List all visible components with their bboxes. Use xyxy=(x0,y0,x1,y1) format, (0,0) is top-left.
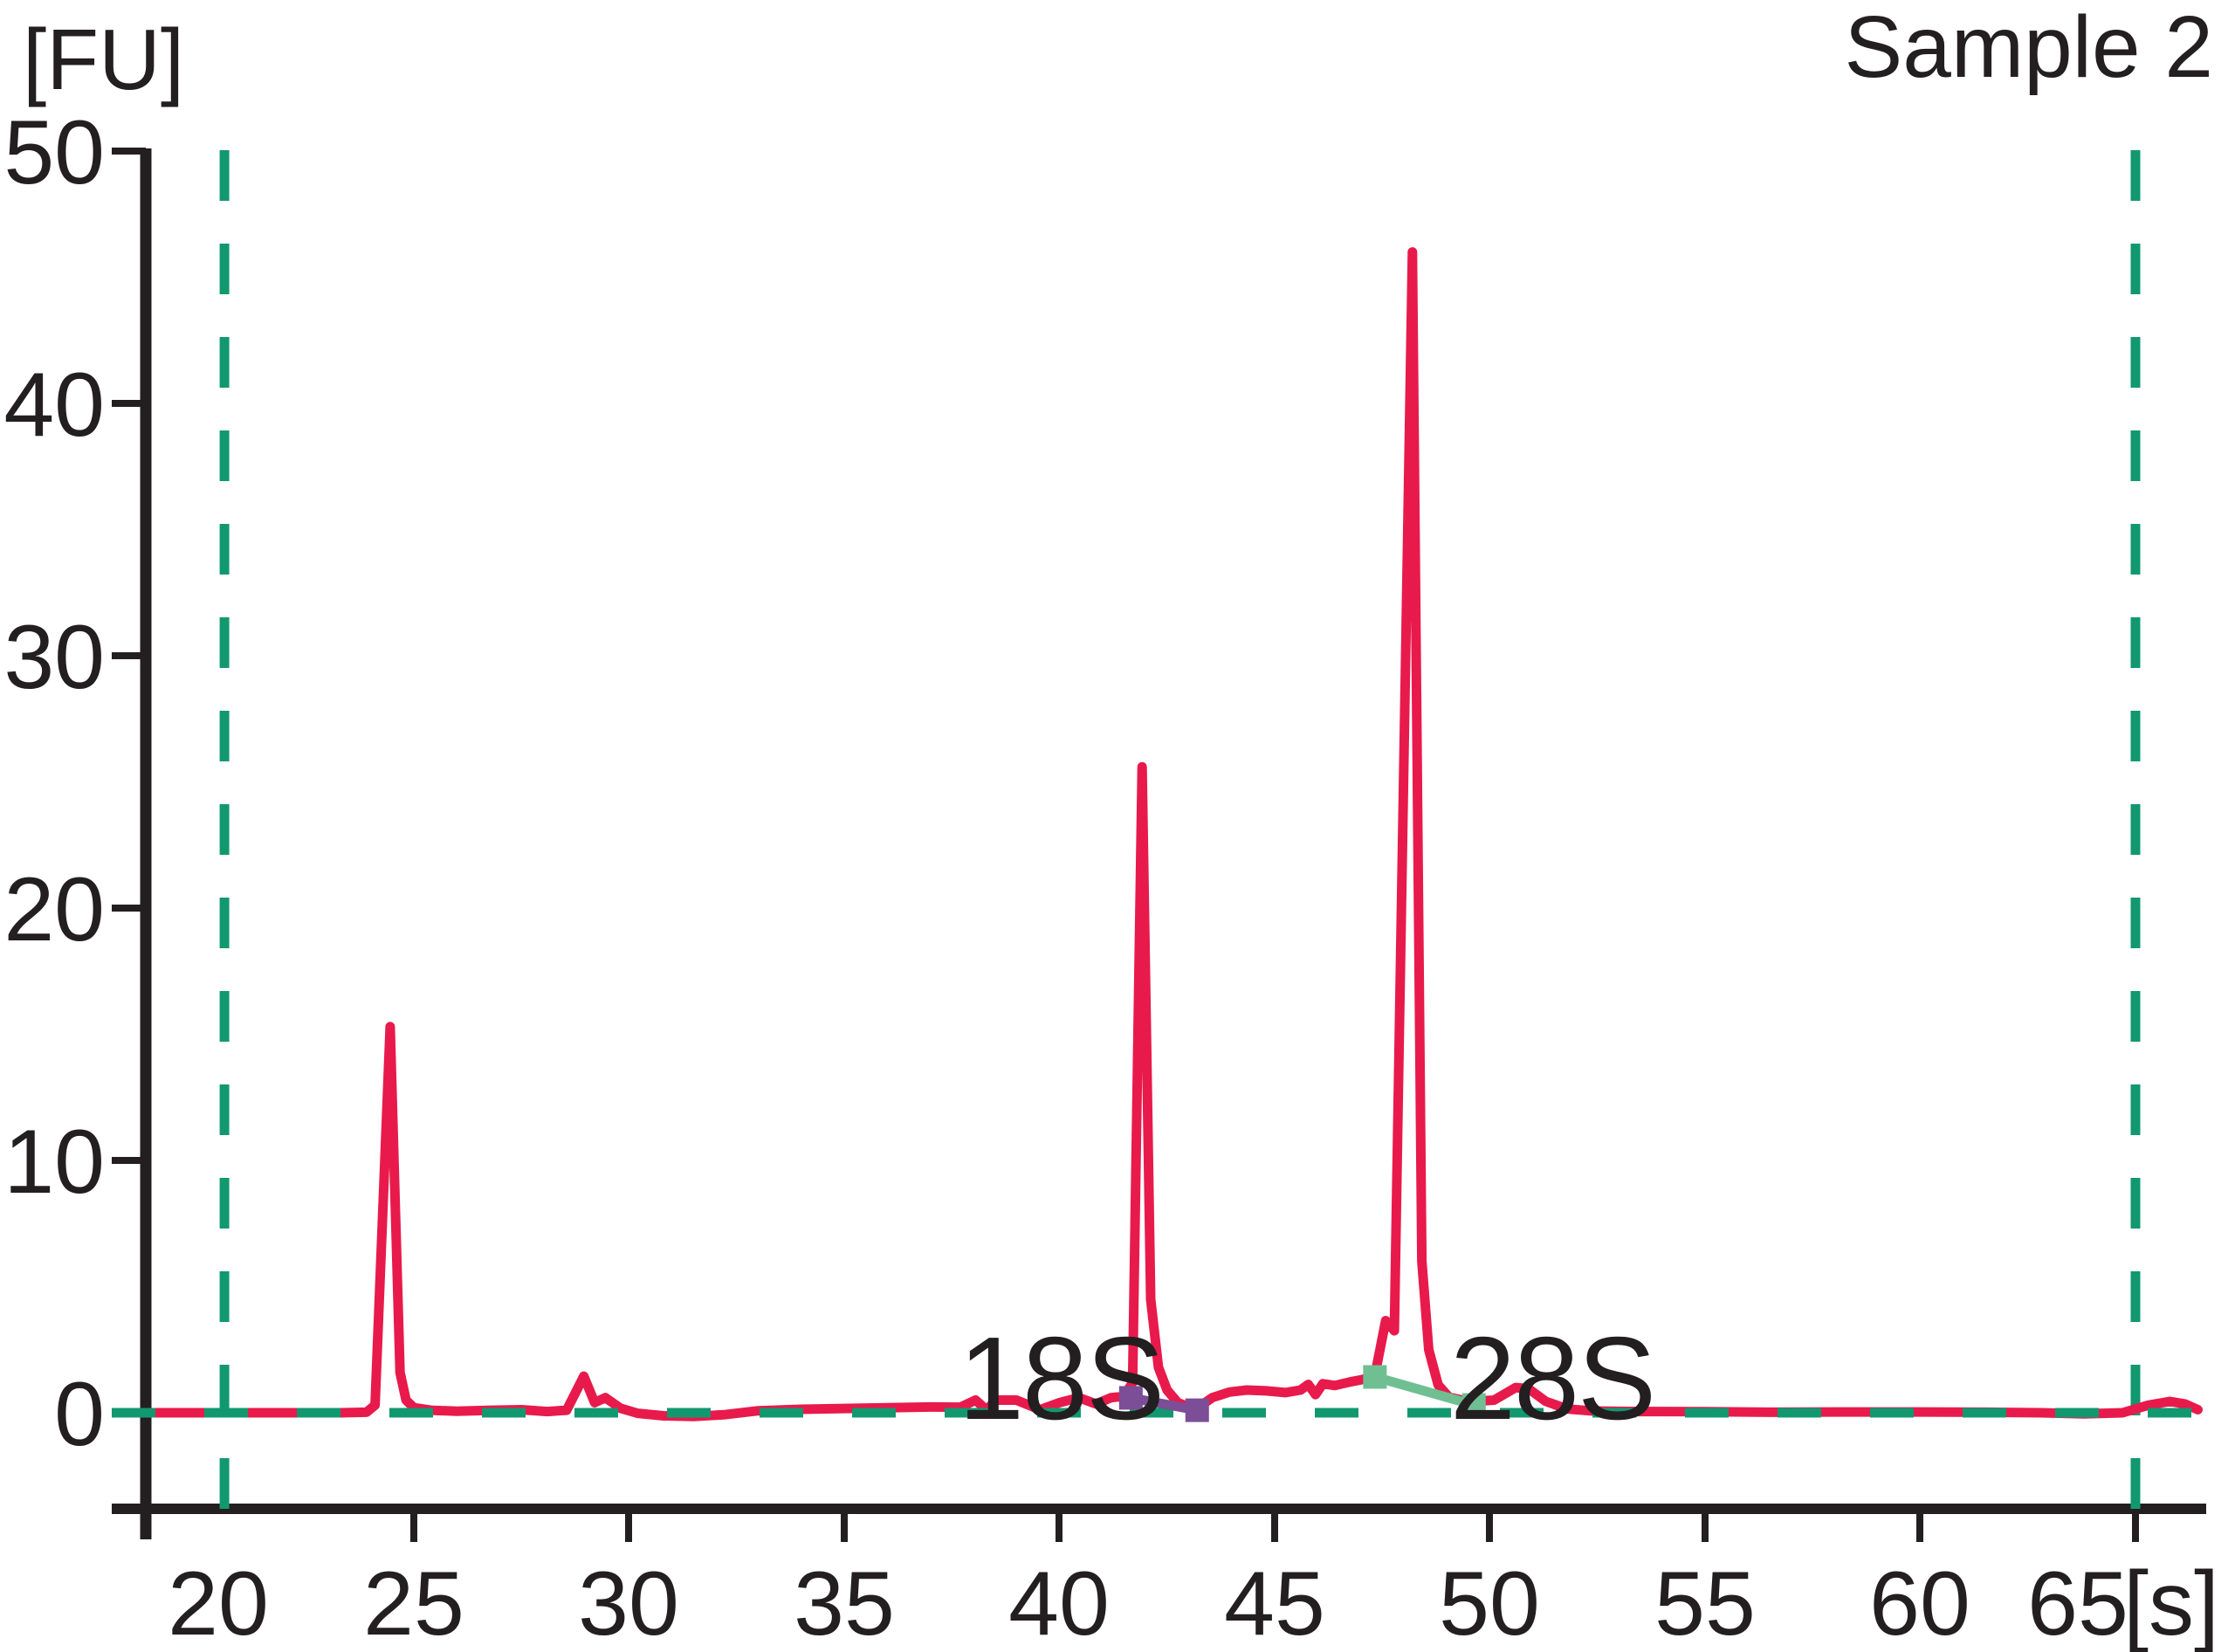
x-tick-label: 40 xyxy=(1008,1553,1110,1652)
p28s-marker xyxy=(1363,1365,1387,1389)
p18s-marker xyxy=(1118,1386,1143,1410)
p28s-connector xyxy=(1373,1372,1475,1410)
x-tick-label: 50 xyxy=(1439,1553,1540,1652)
y-axis-unit-label: [FU] xyxy=(23,11,184,107)
x-tick-label: 35 xyxy=(794,1553,895,1652)
x-tick-label: 65 xyxy=(2027,1553,2128,1652)
x-tick-label: 55 xyxy=(1654,1553,1756,1652)
x-tick-label: 60 xyxy=(1869,1553,1970,1652)
p18s-marker xyxy=(1185,1398,1209,1422)
p28s-marker xyxy=(1461,1393,1486,1417)
x-tick-label: 25 xyxy=(363,1553,464,1652)
x-tick-label: 45 xyxy=(1224,1553,1325,1652)
y-tick-label: 20 xyxy=(3,859,105,960)
y-tick-label: 10 xyxy=(3,1112,105,1213)
plot-area: 0 10 20 30 40 50 20 25 30 35 40 45 50 55 60 65 xyxy=(3,102,2206,1652)
y-tick-label: 50 xyxy=(3,102,105,203)
peak-label-18s: 18S xyxy=(959,1312,1163,1444)
y-tick-label: 40 xyxy=(3,354,105,456)
y-tick-label: 0 xyxy=(54,1364,105,1465)
x-tick-label: 20 xyxy=(168,1553,269,1652)
x-tick-label: 30 xyxy=(578,1553,679,1652)
x-axis-unit-label: [s] xyxy=(2123,1553,2219,1652)
chart-title: Sample 2 xyxy=(1845,0,2213,96)
peak-label-28s: 28S xyxy=(1450,1312,1654,1444)
y-tick-label: 30 xyxy=(3,607,105,708)
trace-red xyxy=(148,247,2203,1421)
